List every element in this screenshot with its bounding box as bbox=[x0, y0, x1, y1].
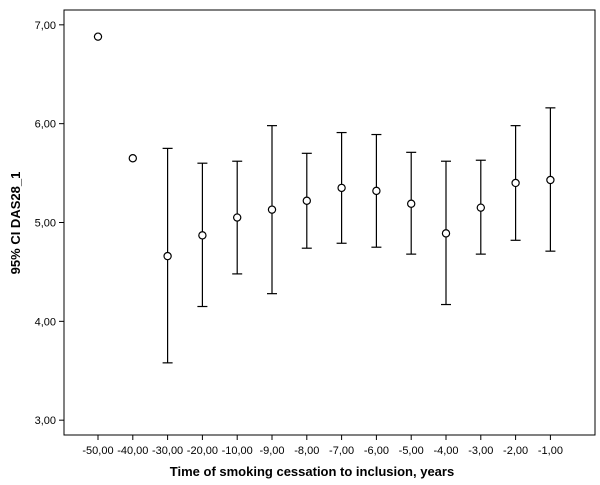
x-tick-label: -9,00 bbox=[259, 445, 284, 457]
mean-point bbox=[337, 183, 346, 193]
x-tick-label: -50,00 bbox=[82, 445, 113, 457]
mean-point bbox=[302, 196, 311, 205]
y-tick-label: 7,00 bbox=[35, 20, 56, 32]
x-tick-label: -4,00 bbox=[433, 445, 458, 457]
mean-point bbox=[267, 205, 277, 214]
x-tick-label: -20,00 bbox=[187, 445, 218, 457]
x-tick-label: -8,00 bbox=[294, 445, 319, 457]
mean-point bbox=[93, 32, 103, 41]
x-tick-label: -6,00 bbox=[364, 445, 389, 457]
mean-point bbox=[198, 231, 207, 240]
x-tick-label: -5,00 bbox=[399, 445, 424, 457]
x-axis: -50,00 -40,00 -30,00 -20,00 -10,00 -9,00 -8,00… bbox=[82, 435, 563, 457]
x-tick-label: -30,00 bbox=[152, 445, 183, 457]
y-tick-label: 5,00 bbox=[35, 218, 56, 230]
mean-point bbox=[163, 251, 172, 261]
x-tick-label: -3,00 bbox=[468, 445, 493, 457]
mean-point bbox=[372, 186, 381, 196]
x-tick-label: -40,00 bbox=[117, 445, 148, 457]
y-axis: 3,00 4,00 5,00 6,00 7,00 bbox=[35, 20, 64, 427]
mean-point bbox=[407, 199, 416, 208]
x-tick-label: -10,00 bbox=[222, 445, 253, 457]
mean-point bbox=[476, 203, 485, 212]
y-tick-label: 4,00 bbox=[35, 316, 56, 328]
x-tick-label: -1,00 bbox=[538, 445, 563, 457]
data-marks bbox=[93, 32, 556, 364]
mean-point bbox=[546, 175, 555, 185]
x-tick-label: -7,00 bbox=[329, 445, 354, 457]
y-tick-label: 3,00 bbox=[35, 415, 56, 427]
mean-point bbox=[441, 229, 451, 238]
y-tick-label: 6,00 bbox=[35, 119, 56, 131]
y-axis-title: 95% CI DAS28_1 bbox=[8, 172, 23, 275]
mean-point bbox=[511, 178, 520, 188]
mean-point bbox=[128, 154, 137, 163]
mean-point bbox=[232, 213, 242, 222]
x-axis-title: Time of smoking cessation to inclusion, … bbox=[170, 464, 454, 479]
x-tick-label: -2,00 bbox=[503, 445, 528, 457]
